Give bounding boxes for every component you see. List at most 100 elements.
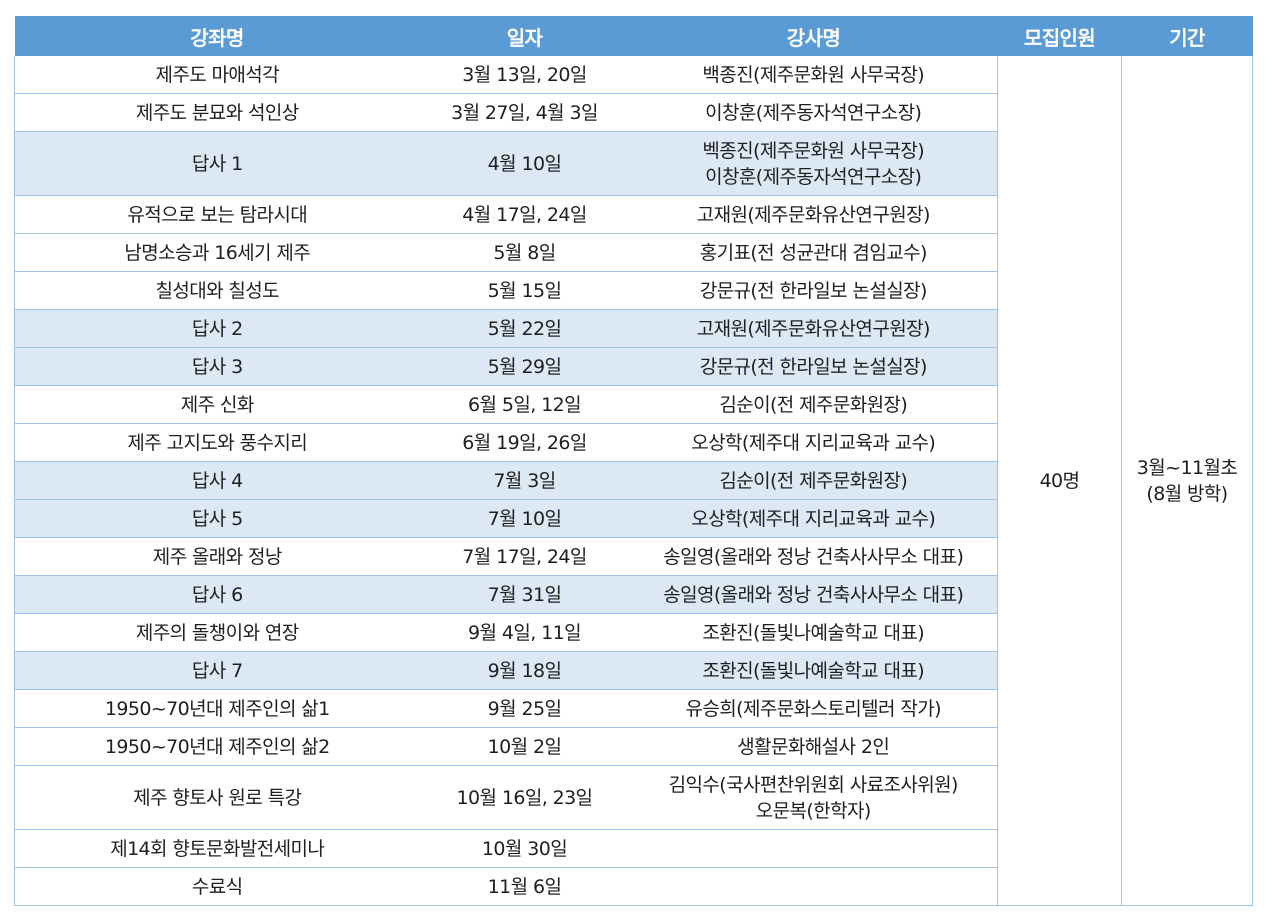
course-cell: 수료식 (14, 867, 420, 906)
instructor-cell: 오상학(제주대 지리교육과 교수) (629, 499, 998, 538)
table-row: 남명소승과 16세기 제주 5월 8일 홍기표(전 성균관대 겸임교수) (14, 233, 1253, 272)
date-cell: 6월 19일, 26일 (419, 423, 630, 462)
period-line: (8월 방학) (1146, 482, 1228, 505)
table-body: 제주도 마애석각 3월 13일, 20일 백종진(제주문화원 사무국장) 40명 3월~… (14, 56, 1253, 906)
schedule-table: 강좌명 일자 강사명 모집인원 기간 제주도 마애석각 3월 13일, 20일 백종… (14, 16, 1253, 906)
instructor-name: 송일영(올래와 정낭 건축사사무소 대표) (663, 583, 964, 606)
course-cell: 제주 올래와 정낭 (14, 537, 420, 576)
period-line: 3월~11월초 (1136, 456, 1238, 479)
instructor-cell: 강문규(전 한라일보 논설실장) (629, 347, 998, 386)
table-row: 1950~70년대 제주인의 삶2 10월 2일 생활문화해설사 2인 (14, 727, 1253, 766)
course-cell: 제주의 돌챙이와 연장 (14, 613, 420, 652)
instructor-name: 오상학(제주대 지리교육과 교수) (691, 431, 936, 454)
table-row: 1950~70년대 제주인의 삶1 9월 25일 유승희(제주문화스토리텔러 작가) (14, 689, 1253, 728)
instructor-name: 생활문화해설사 2인 (737, 735, 890, 758)
date-cell: 5월 22일 (419, 309, 630, 348)
instructor-cell: 강문규(전 한라일보 논설실장) (629, 271, 998, 310)
table-row: 제주 신화 6월 5일, 12일 김순이(전 제주문화원장) (14, 385, 1253, 424)
instructor-name: 오문복(한학자) (755, 799, 872, 822)
date-cell: 5월 8일 (419, 233, 630, 272)
date-cell: 10월 2일 (419, 727, 630, 766)
date-cell: 11월 6일 (419, 867, 630, 906)
date-cell: 6월 5일, 12일 (419, 385, 630, 424)
table-row: 답사 2 5월 22일 고재원(제주문화유산연구원장) (14, 309, 1253, 348)
instructor-cell: 백종진(제주문화원 사무국장) (629, 56, 998, 94)
instructor-name: 이창훈(제주동자석연구소장) (705, 101, 922, 124)
capacity-cell: 40명 (997, 56, 1122, 906)
instructor-cell: 김익수(국사편찬위원회 사료조사위원) 오문복(한학자) (629, 765, 998, 830)
instructor-cell: 벡종진(제주문화원 사무국장) 이창훈(제주동자석연구소장) (629, 131, 998, 196)
course-cell: 답사 6 (14, 575, 420, 614)
instructor-name: 조환진(돌빛나예술학교 대표) (702, 659, 925, 682)
instructor-name: 강문규(전 한라일보 논설실장) (699, 279, 928, 302)
course-cell: 답사 4 (14, 461, 420, 500)
course-cell: 유적으로 보는 탐라시대 (14, 195, 420, 234)
header-date: 일자 (419, 16, 630, 56)
table-row: 제14회 향토문화발전세미나 10월 30일 (14, 829, 1253, 868)
date-cell: 4월 10일 (419, 131, 630, 196)
date-cell: 9월 4일, 11일 (419, 613, 630, 652)
table-row: 답사 7 9월 18일 조환진(돌빛나예술학교 대표) (14, 651, 1253, 690)
instructor-cell (629, 867, 998, 906)
table-row: 칠성대와 칠성도 5월 15일 강문규(전 한라일보 논설실장) (14, 271, 1253, 310)
date-cell: 7월 17일, 24일 (419, 537, 630, 576)
course-cell: 칠성대와 칠성도 (14, 271, 420, 310)
table-row: 제주 향토사 원로 특강 10월 16일, 23일 김익수(국사편찬위원회 사료조사… (14, 765, 1253, 830)
table-row: 답사 3 5월 29일 강문규(전 한라일보 논설실장) (14, 347, 1253, 386)
course-cell: 제14회 향토문화발전세미나 (14, 829, 420, 868)
date-cell: 3월 13일, 20일 (419, 56, 630, 94)
instructor-cell: 홍기표(전 성균관대 겸임교수) (629, 233, 998, 272)
date-cell: 7월 3일 (419, 461, 630, 500)
date-cell: 5월 29일 (419, 347, 630, 386)
table-row: 제주의 돌챙이와 연장 9월 4일, 11일 조환진(돌빛나예술학교 대표) (14, 613, 1253, 652)
date-cell: 5월 15일 (419, 271, 630, 310)
course-cell: 1950~70년대 제주인의 삶2 (14, 727, 420, 766)
date-cell: 4월 17일, 24일 (419, 195, 630, 234)
lecture-schedule: 강좌명 일자 강사명 모집인원 기간 제주도 마애석각 3월 13일, 20일 백종… (14, 16, 1253, 906)
table-row: 답사 4 7월 3일 김순이(전 제주문화원장) (14, 461, 1253, 500)
instructor-name: 고재원(제주문화유산연구원장) (696, 317, 931, 340)
instructor-cell: 김순이(전 제주문화원장) (629, 461, 998, 500)
instructor-name: 홍기표(전 성균관대 겸임교수) (699, 241, 928, 264)
course-cell: 답사 5 (14, 499, 420, 538)
instructor-cell: 송일영(올래와 정낭 건축사사무소 대표) (629, 537, 998, 576)
instructor-cell: 고재원(제주문화유산연구원장) (629, 195, 998, 234)
course-cell: 1950~70년대 제주인의 삶1 (14, 689, 420, 728)
instructor-cell: 김순이(전 제주문화원장) (629, 385, 998, 424)
course-cell: 답사 7 (14, 651, 420, 690)
instructor-name: 이창훈(제주동자석연구소장) (705, 165, 922, 188)
date-cell: 10월 30일 (419, 829, 630, 868)
period-cell: 3월~11월초 (8월 방학) (1121, 56, 1253, 906)
instructor-name: 김순이(전 제주문화원장) (719, 393, 908, 416)
instructor-name: 백종진(제주문화원 사무국장) (702, 63, 925, 86)
date-cell: 9월 25일 (419, 689, 630, 728)
table-row: 제주 고지도와 풍수지리 6월 19일, 26일 오상학(제주대 지리교육과 교수) (14, 423, 1253, 462)
course-cell: 제주 신화 (14, 385, 420, 424)
instructor-name: 고재원(제주문화유산연구원장) (696, 203, 931, 226)
instructor-name: 강문규(전 한라일보 논설실장) (699, 355, 928, 378)
date-cell: 7월 10일 (419, 499, 630, 538)
course-cell: 남명소승과 16세기 제주 (14, 233, 420, 272)
course-cell: 제주도 분묘와 석인상 (14, 93, 420, 132)
instructor-cell: 조환진(돌빛나예술학교 대표) (629, 613, 998, 652)
course-cell: 답사 3 (14, 347, 420, 386)
instructor-cell (629, 829, 998, 868)
course-cell: 답사 1 (14, 131, 420, 196)
instructor-name: 유승희(제주문화스토리텔러 작가) (685, 697, 942, 720)
date-cell: 7월 31일 (419, 575, 630, 614)
instructor-cell: 이창훈(제주동자석연구소장) (629, 93, 998, 132)
instructor-cell: 고재원(제주문화유산연구원장) (629, 309, 998, 348)
course-cell: 제주도 마애석각 (14, 56, 420, 94)
table-row: 제주도 마애석각 3월 13일, 20일 백종진(제주문화원 사무국장) 40명 3월~… (14, 56, 1253, 906)
header-course: 강좌명 (14, 16, 420, 56)
instructor-cell: 송일영(올래와 정낭 건축사사무소 대표) (629, 575, 998, 614)
date-cell: 9월 18일 (419, 651, 630, 690)
instructor-name: 송일영(올래와 정낭 건축사사무소 대표) (663, 545, 964, 568)
header-instructor: 강사명 (629, 16, 998, 56)
instructor-name: 벡종진(제주문화원 사무국장) (702, 139, 925, 162)
table-row: 수료식 11월 6일 (14, 867, 1253, 906)
table-row: 제주 올래와 정낭 7월 17일, 24일 송일영(올래와 정낭 건축사사무소 대표… (14, 537, 1253, 576)
instructor-cell: 유승희(제주문화스토리텔러 작가) (629, 689, 998, 728)
table-row: 답사 5 7월 10일 오상학(제주대 지리교육과 교수) (14, 499, 1253, 538)
header-period: 기간 (1121, 16, 1253, 56)
